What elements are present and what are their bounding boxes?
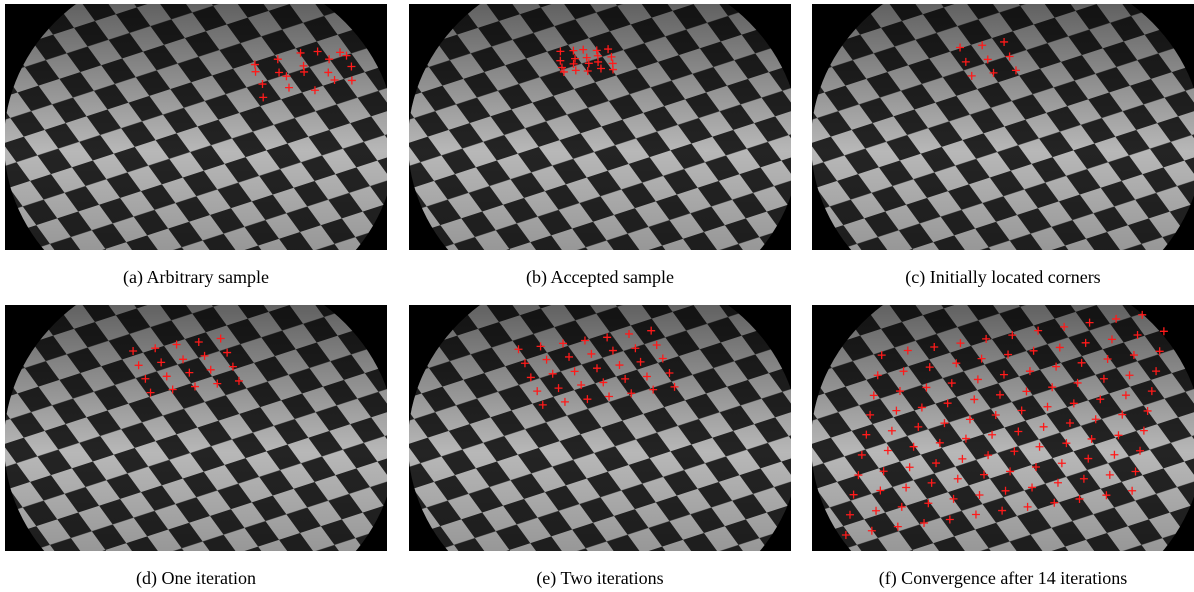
panel: (c) Initially located corners: [812, 4, 1194, 288]
caption: (d) One iteration: [136, 568, 256, 589]
caption: (e) Two iterations: [536, 568, 663, 589]
panel: (e) Two iterations: [409, 305, 791, 589]
shading: [409, 305, 791, 551]
page: (a) Arbitrary sample (b) Accepted sample (…: [0, 0, 1194, 592]
shading: [812, 305, 1194, 551]
caption: (b) Accepted sample: [526, 267, 674, 288]
caption: (c) Initially located corners: [905, 267, 1100, 288]
image: [409, 305, 791, 551]
figure: (a) Arbitrary sample (b) Accepted sample (…: [0, 0, 1194, 592]
caption: (a) Arbitrary sample: [123, 267, 269, 288]
shading: [5, 4, 387, 250]
shading: [409, 4, 791, 250]
image: [409, 4, 791, 250]
image: [812, 305, 1194, 551]
caption: (f) Convergence after 14 iterations: [879, 568, 1128, 589]
image: [812, 4, 1194, 250]
image: [5, 4, 387, 250]
shading: [812, 4, 1194, 250]
panel: (b) Accepted sample: [409, 4, 791, 288]
panel: (d) One iteration: [5, 305, 387, 589]
panel: (a) Arbitrary sample: [5, 4, 387, 288]
panel: (f) Convergence after 14 iterations: [812, 305, 1194, 589]
